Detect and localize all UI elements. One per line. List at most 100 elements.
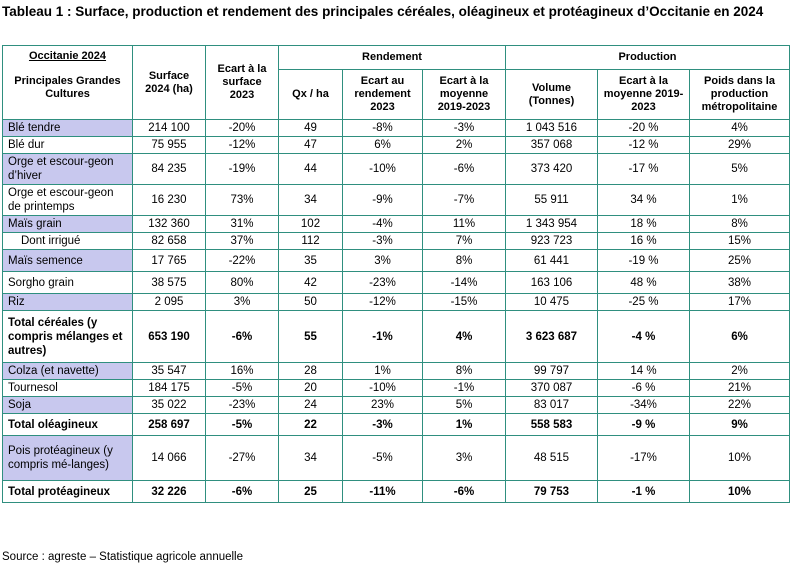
row-label: Tournesol (2, 379, 133, 397)
cell-ecart-surface: 31% (205, 215, 279, 233)
row-label: Orge et escour-geon d’hiver (2, 153, 133, 185)
cell-ecart-moy-prod: -20 % (597, 119, 690, 137)
cell-surface: 84 235 (132, 153, 206, 185)
cell-ecart-rdt: -12% (342, 293, 423, 311)
cell-qx: 25 (278, 480, 343, 503)
cell-ecart-surface: -6% (205, 310, 279, 363)
row-label: Sorgho grain (2, 271, 133, 294)
cell-ecart-moy-prod: 34 % (597, 184, 690, 216)
table-row: Dont irrigué 82 658 37% 112 -3% 7% 923 723 16 %… (2, 232, 790, 250)
cell-ecart-moy-rdt: 7% (422, 232, 506, 250)
cell-ecart-moy-prod: -19 % (597, 249, 690, 272)
row-label: Maïs semence (2, 249, 133, 272)
cell-surface: 14 066 (132, 435, 206, 481)
cell-volume: 923 723 (505, 232, 598, 250)
cell-surface: 35 022 (132, 396, 206, 414)
cell-ecart-rdt: -11% (342, 480, 423, 503)
row-label: Dont irrigué (2, 232, 133, 250)
cell-ecart-moy-prod: -34% (597, 396, 690, 414)
cell-surface: 132 360 (132, 215, 206, 233)
cell-ecart-surface: 73% (205, 184, 279, 216)
cell-ecart-moy-prod: -4 % (597, 310, 690, 363)
header-ecart-moyenne-rdt: Ecart à la moyenne 2019-2023 (422, 69, 506, 120)
cell-ecart-moy-rdt: -3% (422, 119, 506, 137)
table-row: Orge et escour-geon d’hiver 84 235 -19% 44-… (2, 153, 790, 185)
cell-ecart-moy-rdt: 1% (422, 413, 506, 436)
cell-ecart-rdt: 6% (342, 136, 423, 154)
data-table: Occitanie 2024 Principales Grandes Cultu… (2, 45, 790, 503)
cell-ecart-rdt: -3% (342, 413, 423, 436)
cell-qx: 28 (278, 362, 343, 380)
cell-volume: 79 753 (505, 480, 598, 503)
row-label: Soja (2, 396, 133, 414)
table-row: Orge et escour-geon de printemps 16 230 73… (2, 184, 790, 216)
table-row: Sorgho grain 38 575 80% 42 -23% -14% 163 106 48… (2, 271, 790, 294)
cell-poids: 29% (689, 136, 790, 154)
header-rendement: Rendement (278, 45, 506, 70)
table-row: Tournesol 184 175 -5% 20 -10% -1% 370 087 -6 % 2… (2, 379, 790, 397)
cell-volume: 558 583 (505, 413, 598, 436)
table-row: Maïs semence 17 765 -22% 35 3% 8% 61 441 -19 % 2… (2, 249, 790, 272)
cell-qx: 47 (278, 136, 343, 154)
row-label: Maïs grain (2, 215, 133, 233)
cell-ecart-rdt: 3% (342, 249, 423, 272)
cell-ecart-rdt: -1% (342, 310, 423, 363)
table-row: Total protéagineux 32 226 -6% 25 -11% -6% 79 7… (2, 480, 790, 503)
cell-ecart-surface: -22% (205, 249, 279, 272)
data-table-wrapper: Occitanie 2024 Principales Grandes Cultu… (2, 45, 790, 503)
header-crops: Occitanie 2024 Principales Grandes Cultu… (2, 45, 133, 120)
cell-poids: 17% (689, 293, 790, 311)
table-row: Total oléagineux 258 697 -5% 22 -3% 1% 558 583… (2, 413, 790, 436)
cell-qx: 35 (278, 249, 343, 272)
cell-qx: 22 (278, 413, 343, 436)
cell-volume: 10 475 (505, 293, 598, 311)
cell-volume: 55 911 (505, 184, 598, 216)
cell-poids: 6% (689, 310, 790, 363)
table-row: Maïs grain 132 360 31% 102 -4% 11% 1 343 954 18… (2, 215, 790, 233)
cell-ecart-rdt: -10% (342, 153, 423, 185)
cell-ecart-rdt: 23% (342, 396, 423, 414)
table-row: Blé dur 75 955 -12% 47 6% 2% 357 068 -12 % 29% (2, 136, 790, 154)
cell-ecart-rdt: -4% (342, 215, 423, 233)
cell-ecart-moy-prod: -6 % (597, 379, 690, 397)
cell-qx: 55 (278, 310, 343, 363)
cell-ecart-surface: -5% (205, 379, 279, 397)
cell-volume: 1 043 516 (505, 119, 598, 137)
table-row: Pois protéagineux (y compris mé-langes) 1… (2, 435, 790, 481)
cell-ecart-moy-rdt: 8% (422, 249, 506, 272)
cell-surface: 75 955 (132, 136, 206, 154)
cell-ecart-moy-rdt: 5% (422, 396, 506, 414)
cell-poids: 10% (689, 435, 790, 481)
table-row: Colza (et navette) 35 547 16% 28 1% 8% 99 797 1… (2, 362, 790, 380)
cell-ecart-rdt: -10% (342, 379, 423, 397)
row-label: Total protéagineux (2, 480, 133, 503)
cell-ecart-moy-rdt: -14% (422, 271, 506, 294)
table-row: Riz 2 095 3% 50 -12% -15% 10 475 -25 % 17% (2, 293, 790, 311)
cell-ecart-moy-prod: 48 % (597, 271, 690, 294)
cell-ecart-surface: -19% (205, 153, 279, 185)
cell-poids: 5% (689, 153, 790, 185)
cell-volume: 99 797 (505, 362, 598, 380)
cell-ecart-moy-rdt: 8% (422, 362, 506, 380)
cell-surface: 35 547 (132, 362, 206, 380)
header-qx-ha: Qx / ha (278, 69, 343, 120)
cell-qx: 20 (278, 379, 343, 397)
cell-surface: 82 658 (132, 232, 206, 250)
cell-ecart-moy-prod: -25 % (597, 293, 690, 311)
cell-ecart-surface: -20% (205, 119, 279, 137)
row-label: Pois protéagineux (y compris mé-langes) (2, 435, 133, 481)
cell-qx: 44 (278, 153, 343, 185)
cell-ecart-moy-prod: -17% (597, 435, 690, 481)
cell-ecart-rdt: -23% (342, 271, 423, 294)
row-label: Total oléagineux (2, 413, 133, 436)
row-label: Total céréales (y compris mélanges et au… (2, 310, 133, 363)
cell-ecart-moy-rdt: -6% (422, 480, 506, 503)
cell-surface: 184 175 (132, 379, 206, 397)
cell-ecart-rdt: -8% (342, 119, 423, 137)
cell-ecart-rdt: -5% (342, 435, 423, 481)
cell-poids: 8% (689, 215, 790, 233)
cell-volume: 373 420 (505, 153, 598, 185)
cell-ecart-surface: 80% (205, 271, 279, 294)
cell-qx: 49 (278, 119, 343, 137)
cell-qx: 24 (278, 396, 343, 414)
